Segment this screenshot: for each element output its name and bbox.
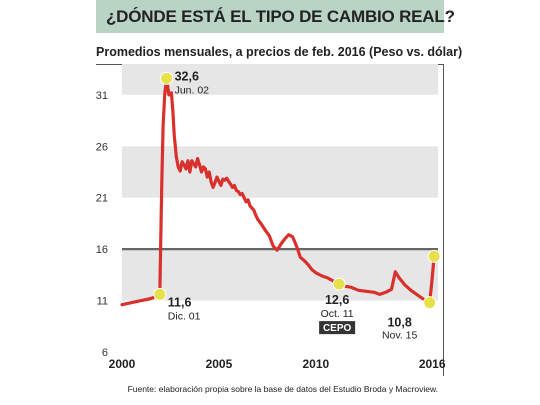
annotation-value: 11,6 xyxy=(168,295,192,309)
shaded-band-0 xyxy=(122,249,438,301)
annotation-value: 10,8 xyxy=(387,316,411,330)
annotation-marker xyxy=(160,71,174,85)
annotation-date: Oct. 11 xyxy=(321,308,354,320)
title-bar xyxy=(96,0,444,33)
annotation-marker xyxy=(153,287,167,301)
y-tick-label: 21 xyxy=(96,193,108,205)
annotation-marker xyxy=(423,296,437,310)
chart-title: ¿DÓNDE ESTÁ EL TIPO DE CAMBIO REAL? xyxy=(106,7,455,26)
x-tick-label: 2000 xyxy=(109,357,136,371)
chart-subtitle: Promedios mensuales, a precios de feb. 2… xyxy=(96,45,463,59)
annotation-date: Jun. 02 xyxy=(175,84,210,96)
annotation-marker xyxy=(332,277,346,291)
y-tick-label: 31 xyxy=(96,90,108,102)
y-tick-label: 16 xyxy=(96,244,108,256)
annotation-value: 32,6 xyxy=(175,69,199,83)
annotation-date: Nov. 15 xyxy=(382,330,418,342)
annotation-value: 12,6 xyxy=(325,293,349,307)
y-tick-label: 11 xyxy=(97,296,108,308)
y-tick-label: 6 xyxy=(102,347,108,359)
cepo-badge xyxy=(319,321,356,335)
shaded-band-1 xyxy=(122,146,438,198)
x-tick-label: 2005 xyxy=(206,357,233,371)
annotation-marker xyxy=(427,249,441,263)
y-tick-label: 26 xyxy=(96,141,108,153)
x-tick-label: 2010 xyxy=(303,357,330,371)
annotation-date: Dic. 01 xyxy=(168,310,201,322)
shaded-band-2 xyxy=(122,64,438,95)
x-tick-label: 2016 xyxy=(419,357,446,371)
cepo-badge-label: CEPO xyxy=(323,323,352,334)
source-note: Fuente: elaboración propia sobre la base… xyxy=(127,384,438,394)
series-line xyxy=(120,76,436,307)
